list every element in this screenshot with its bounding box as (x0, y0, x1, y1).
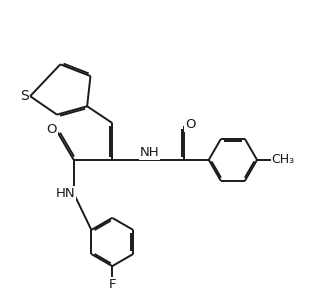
Text: HN: HN (55, 187, 75, 200)
Text: S: S (20, 89, 28, 103)
Text: O: O (185, 118, 196, 131)
Text: CH₃: CH₃ (272, 153, 295, 166)
Text: F: F (108, 278, 116, 291)
Text: NH: NH (139, 146, 159, 159)
Text: O: O (47, 123, 57, 136)
